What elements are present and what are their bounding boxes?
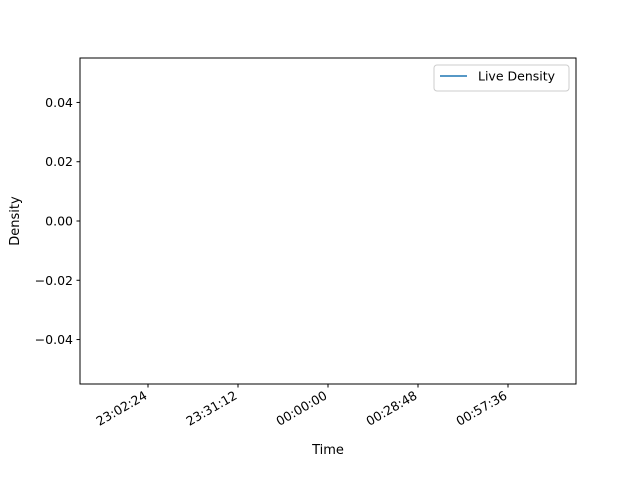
legend-label-live-density: Live Density [478,69,556,84]
y-tick-label: −0.04 [35,332,73,347]
y-tick-label: 0.00 [45,214,73,229]
x-axis-label: Time [311,443,344,458]
y-axis-ticks: 0.04 0.02 0.00 −0.02 −0.04 [35,95,80,347]
y-axis-label: Density [8,196,23,246]
y-tick-label: −0.02 [35,273,73,288]
plot-area-frame [79,57,577,385]
legend: Live Density [433,64,570,92]
legend-box [433,64,570,92]
y-tick-label: 0.04 [45,95,73,110]
y-tick-label: 0.02 [45,154,73,169]
